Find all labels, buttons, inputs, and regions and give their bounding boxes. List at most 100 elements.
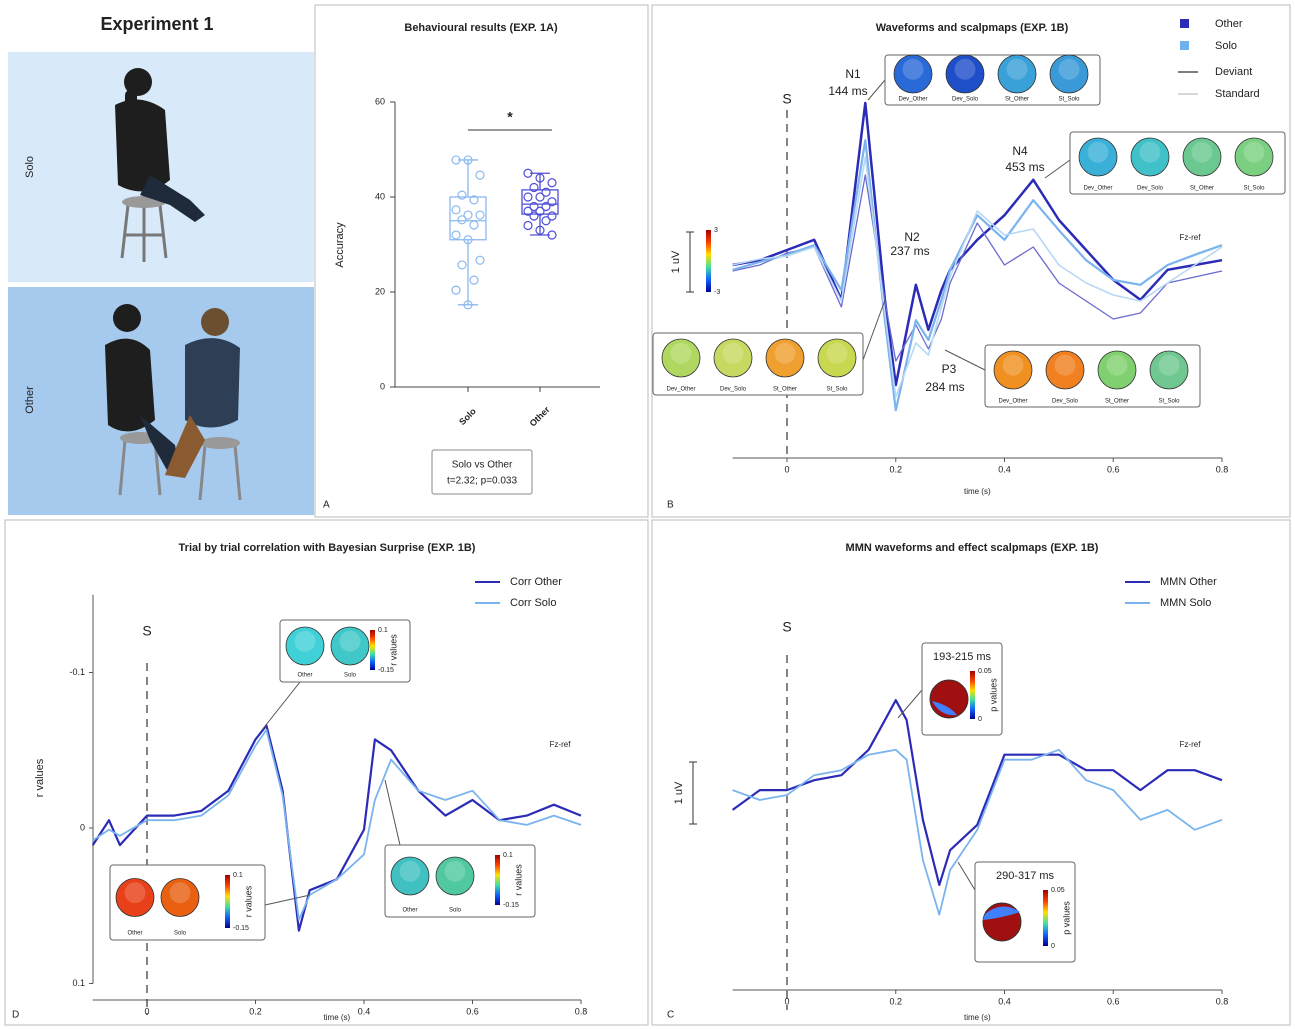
legend-label: MMN Solo <box>1160 597 1211 609</box>
x-axis-label: time (s) <box>964 487 991 496</box>
scalp-highlight <box>955 59 976 80</box>
scalp-label: St_Other <box>1005 97 1029 103</box>
scalp-highlight <box>445 861 466 882</box>
x-tick-label: 0.8 <box>575 1006 588 1016</box>
x-tick-label: 0.2 <box>889 464 902 474</box>
x-tick-label: 0.2 <box>249 1006 262 1016</box>
scale-bar-label: 1 uV <box>673 781 685 804</box>
test-label: Solo vs Other <box>452 460 513 471</box>
scalp-label: Other <box>297 673 312 679</box>
figure: Experiment 1 Solo Other Behavioural resu… <box>0 0 1295 1029</box>
scalp-label: St_Solo <box>1058 97 1080 103</box>
x-axis-label: time (s) <box>324 1013 351 1022</box>
chart-title: Behavioural results (EXP. 1A) <box>404 22 558 34</box>
y-axis-label: r values <box>34 758 46 797</box>
scalp-highlight <box>1159 355 1180 376</box>
reference-label: Fz-ref <box>550 740 572 749</box>
scale-bar-label: 1 uV <box>670 250 682 273</box>
stimulus-label: S <box>782 619 791 635</box>
scalp-label: Dev_Other <box>666 387 695 393</box>
y-tick-label: 40 <box>375 191 385 201</box>
box <box>450 197 486 240</box>
scalp-highlight <box>827 343 848 364</box>
test-box <box>432 450 532 494</box>
colorbar-tick-label: 0.05 <box>1051 887 1065 894</box>
photo-label: Solo <box>24 156 36 178</box>
colorbar-tick-label: 0.1 <box>233 872 243 879</box>
legend-label: Deviant <box>1215 66 1252 78</box>
chart-title: Waveforms and scalpmaps (EXP. 1B) <box>876 22 1069 34</box>
colorbar-tick-label: 0.05 <box>978 668 992 675</box>
colorbar <box>225 875 230 928</box>
panel-letter: A <box>323 500 330 511</box>
scalp-label: Solo <box>449 908 462 914</box>
scalp-highlight <box>1003 355 1024 376</box>
y-axis-label: Accuracy <box>334 222 346 268</box>
scalp-highlight <box>340 631 361 652</box>
test-statistic: t=2.32; p=0.033 <box>447 476 518 487</box>
colorbar <box>706 230 711 292</box>
scalp-highlight <box>775 343 796 364</box>
y-tick-label: 0 <box>80 822 85 832</box>
scalp-highlight <box>1107 355 1128 376</box>
scalp-label: Dev_Solo <box>952 97 979 103</box>
peak-latency: 144 ms <box>828 84 867 98</box>
legend-label: Corr Solo <box>510 597 556 609</box>
scalp-label: Dev_Other <box>898 97 927 103</box>
scalp-highlight <box>1140 142 1161 163</box>
scalp-highlight <box>903 59 924 80</box>
photo-other <box>8 287 314 515</box>
colorbar-label: r values <box>388 634 398 666</box>
legend-label: Standard <box>1215 88 1260 100</box>
colorbar-label: r values <box>513 864 523 896</box>
scalp-highlight <box>1059 59 1080 80</box>
y-tick-label: -0.1 <box>69 667 85 677</box>
scalp-highlight <box>170 882 191 903</box>
scalp-highlight <box>1007 59 1028 80</box>
scalp-highlight <box>400 861 421 882</box>
scalp-label: Dev_Solo <box>720 387 747 393</box>
x-tick-label: 0.6 <box>1107 464 1120 474</box>
peak-latency: 453 ms <box>1005 160 1044 174</box>
legend-label: Other <box>1215 18 1243 30</box>
colorbar-tick-label: -0.15 <box>503 902 519 909</box>
panel-frame <box>315 5 648 517</box>
legend-label: Corr Other <box>510 576 562 588</box>
colorbar <box>370 630 375 670</box>
scalp-label: Solo <box>344 673 357 679</box>
x-tick-label: 0.6 <box>466 1006 479 1016</box>
colorbar-tick-label: -0.15 <box>233 925 249 932</box>
chart-title: MMN waveforms and effect scalpmaps (EXP.… <box>846 542 1099 554</box>
colorbar-tick-label: -0.15 <box>378 667 394 674</box>
x-tick-label: 0.4 <box>998 464 1011 474</box>
panel-letter: D <box>12 1010 19 1021</box>
scalp-label: Other <box>402 908 417 914</box>
scalp-label: St_Solo <box>1243 186 1265 192</box>
x-tick-label: 0 <box>784 464 789 474</box>
time-window: 193-215 ms <box>933 651 992 663</box>
legend-swatch <box>1180 19 1189 28</box>
scalp-highlight <box>1192 142 1213 163</box>
scalp-label: St_Other <box>773 387 797 393</box>
figure-title: Experiment 1 <box>100 14 213 34</box>
scalp-label: Dev_Other <box>998 399 1027 405</box>
stimulus-label: S <box>142 623 151 639</box>
scalp-label: Dev_Solo <box>1052 399 1079 405</box>
peak-label: N1 <box>845 67 861 81</box>
peak-label: P3 <box>942 362 957 376</box>
colorbar-label: p values <box>1061 901 1071 935</box>
scalp-label: Other <box>127 931 142 937</box>
time-window: 290-317 ms <box>996 870 1055 882</box>
scalp-highlight <box>295 631 316 652</box>
colorbar-tick-label: 0 <box>978 716 982 723</box>
x-tick-label: 0.4 <box>998 996 1011 1006</box>
scalp-highlight <box>1055 355 1076 376</box>
peak-latency: 284 ms <box>925 380 964 394</box>
legend-label: MMN Other <box>1160 576 1217 588</box>
scalp-label: St_Solo <box>826 387 848 393</box>
scalp-label: St_Solo <box>1158 399 1180 405</box>
panel-frame <box>5 520 648 1025</box>
x-axis-label: time (s) <box>964 1013 991 1022</box>
colorbar-tick-label: -3 <box>714 289 720 296</box>
scalp-highlight <box>125 882 146 903</box>
